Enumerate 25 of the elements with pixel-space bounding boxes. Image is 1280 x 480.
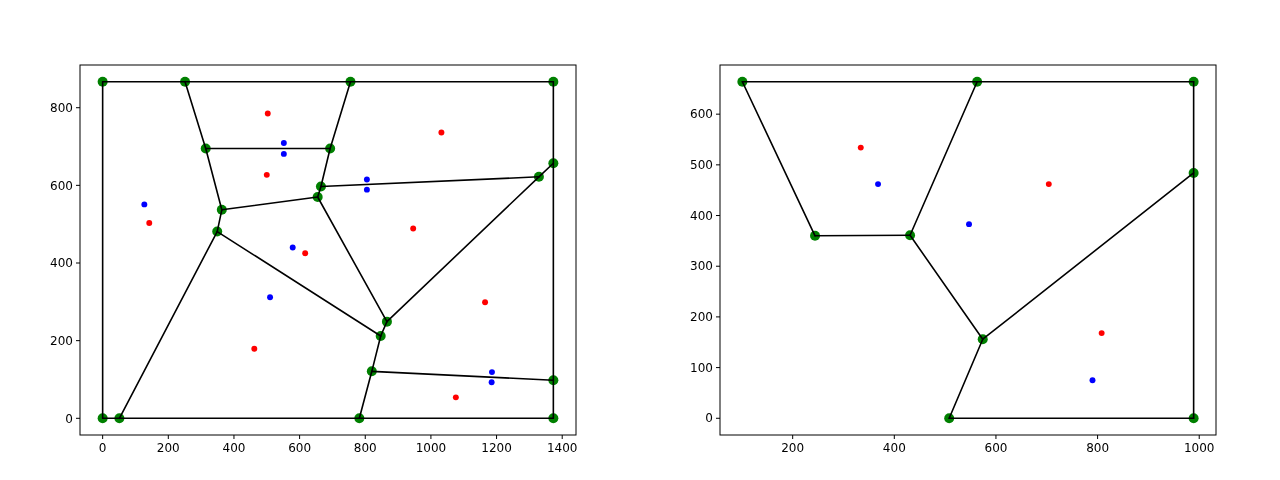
x-tick-label: 200 (156, 441, 180, 455)
y-tick-label: 300 (690, 259, 713, 274)
y-tick-label: 200 (50, 333, 73, 348)
x-tick-label: 400 (882, 441, 906, 455)
y-tick-label: 400 (50, 256, 73, 271)
x-tick-label: 1000 (415, 441, 447, 455)
y-tick-label: 600 (50, 178, 73, 193)
x-tick-label: 0 (98, 441, 107, 455)
x-tick-label: 1400 (546, 441, 578, 455)
y-tick-label: 200 (690, 310, 713, 325)
y-tick-label: 0 (705, 411, 713, 426)
x-tick-label: 600 (288, 441, 312, 455)
y-tick-label: 600 (690, 107, 713, 122)
y-tick-label: 400 (690, 208, 713, 223)
y-tick-label: 0 (65, 411, 73, 426)
y-tick-label: 800 (50, 100, 73, 115)
x-tick-label: 1200 (481, 441, 512, 455)
y-tick-label: 100 (690, 360, 713, 375)
y-tick-label: 500 (690, 158, 713, 173)
x-tick-label: 1000 (1183, 441, 1215, 455)
x-tick-label: 400 (222, 441, 246, 455)
x-tick-label: 800 (353, 441, 377, 455)
x-tick-label: 200 (781, 441, 805, 455)
x-tick-label: 800 (1086, 441, 1110, 455)
x-tick-label: 600 (984, 441, 1008, 455)
